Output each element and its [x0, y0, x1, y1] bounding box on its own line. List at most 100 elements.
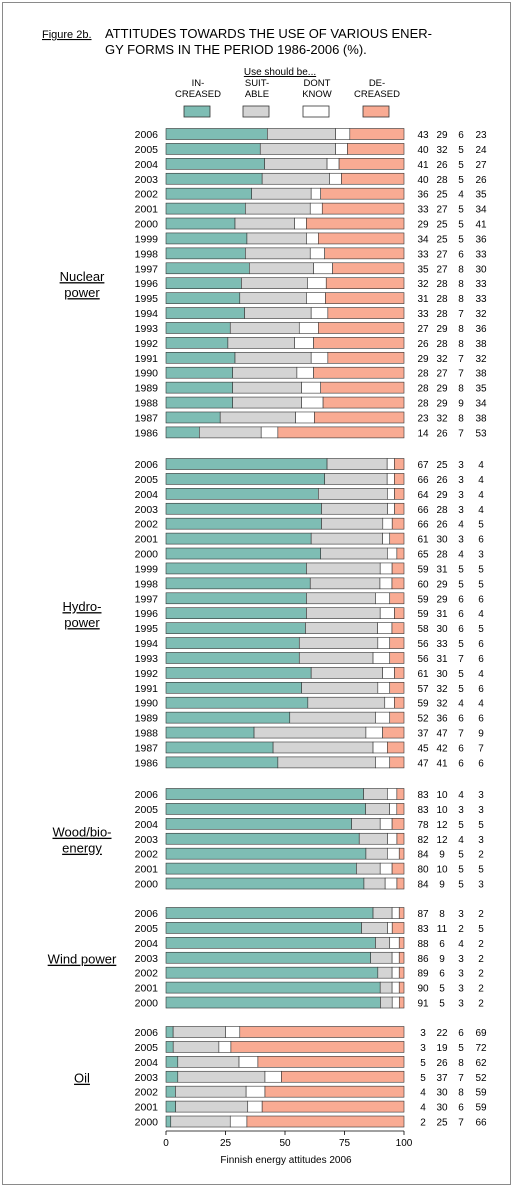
bar-segment-decreased [398, 981, 405, 994]
value-label-suitable: 27 [436, 205, 448, 216]
value-label-suitable: 29 [436, 490, 448, 501]
bar-row: 2005 83 11 2 5 [135, 922, 484, 935]
bar-segment-suitable [244, 307, 312, 319]
value-label-decreased: 38 [475, 413, 487, 424]
value-label-dont-know: 5 [458, 234, 464, 245]
bar-segment-increased [165, 966, 379, 979]
bar-segment-decreased [325, 277, 405, 290]
value-label-dont-know: 4 [458, 939, 464, 950]
bar-segment-suitable [298, 652, 374, 664]
bar-segment-dont-know [245, 1085, 266, 1098]
value-label-suitable: 27 [436, 249, 448, 260]
legend-label-dont-know: KNOW [302, 89, 332, 100]
group-label: power [64, 615, 100, 630]
value-label-dont-know: 7 [458, 1118, 464, 1129]
value-label-decreased: 6 [478, 684, 484, 695]
value-label-dont-know: 7 [458, 729, 464, 740]
bar-segment-suitable [363, 877, 386, 890]
value-label-increased: 14 [417, 428, 429, 439]
value-label-dont-know: 4 [458, 835, 464, 846]
bar-segment-suitable [365, 847, 388, 860]
value-label-increased: 59 [417, 699, 429, 710]
value-label-increased: 89 [417, 969, 429, 980]
value-label-increased: 34 [417, 234, 429, 245]
bar-segment-dont-know [387, 788, 398, 800]
value-label-decreased: 35 [475, 384, 487, 395]
bar-segment-dont-know [391, 981, 400, 994]
bar-segment-suitable [241, 277, 308, 290]
value-label-suitable: 12 [436, 835, 448, 846]
group-label: Wind power [48, 952, 117, 967]
value-label-dont-know: 3 [458, 460, 464, 471]
bar-segment-dont-know [294, 337, 314, 349]
value-label-increased: 4 [420, 1103, 426, 1114]
bar-segment-suitable [370, 951, 393, 964]
value-label-suitable: 9 [439, 880, 445, 891]
year-label: 1993 [135, 653, 159, 665]
bar-segment-dont-know [313, 262, 333, 275]
year-label: 2004 [135, 819, 159, 831]
bar-segment-increased [165, 396, 233, 409]
bar-segment-decreased [398, 937, 405, 949]
bar-segment-decreased [389, 532, 405, 545]
value-label-increased: 3 [420, 1043, 426, 1054]
value-label-increased: 84 [417, 850, 429, 861]
bar-segment-decreased [396, 877, 405, 890]
bar-segment-decreased [324, 247, 405, 260]
group-label: power [64, 285, 100, 300]
bar-segment-dont-know [306, 292, 326, 304]
value-label-increased: 2 [420, 1118, 426, 1129]
bar-segment-decreased [389, 711, 405, 724]
bar-segment-suitable [232, 366, 298, 379]
value-label-suitable: 9 [439, 850, 445, 861]
bar-row: 2001 80 10 5 5 [135, 862, 484, 876]
bar-row: 2005 66 26 3 4 [135, 473, 484, 486]
value-label-suitable: 29 [436, 384, 448, 395]
value-label-dont-know: 7 [458, 428, 464, 439]
bar-row: 1986 14 26 7 53 [135, 426, 487, 439]
bar-segment-dont-know [391, 966, 400, 979]
bar-segment-suitable [363, 788, 388, 800]
year-label: 2004 [135, 1057, 159, 1069]
bar-segment-suitable [321, 517, 384, 530]
value-label-dont-know: 7 [458, 369, 464, 380]
value-label-increased: 78 [417, 820, 429, 831]
bar-row: 2006 3 22 6 69 [135, 1026, 487, 1039]
bar-segment-decreased [261, 1100, 405, 1113]
bar-segment-decreased [389, 637, 405, 649]
bar-segment-suitable [177, 1070, 266, 1083]
bar-segment-dont-know [306, 232, 319, 245]
bar-segment-increased [165, 217, 236, 230]
value-label-increased: 28 [417, 384, 429, 395]
bar-segment-dont-know [379, 562, 393, 575]
bar-row: 2002 84 9 5 2 [135, 847, 484, 861]
value-label-dont-know: 6 [458, 714, 464, 725]
value-label-decreased: 6 [478, 714, 484, 725]
value-label-decreased: 6 [478, 654, 484, 665]
value-label-dont-know: 8 [458, 294, 464, 305]
value-label-dont-know: 5 [458, 220, 464, 231]
bar-row: 1996 59 31 6 4 [135, 607, 484, 620]
bar-segment-increased [165, 681, 302, 694]
value-label-suitable: 26 [436, 160, 448, 171]
bar-segment-dont-know [375, 711, 391, 724]
bar-row: 2000 29 25 5 41 [135, 217, 487, 231]
bar-row: 2002 4 30 8 59 [135, 1085, 487, 1099]
value-label-suitable: 27 [436, 264, 448, 275]
bar-segment-dont-know [229, 1115, 248, 1128]
bar-segment-suitable [324, 473, 388, 485]
year-label: 1986 [135, 427, 159, 439]
bar-row: 1992 26 28 8 38 [135, 337, 487, 350]
year-label: 2002 [135, 849, 159, 861]
bar-row: 1987 23 32 8 38 [135, 411, 487, 424]
value-label-dont-know: 8 [458, 1088, 464, 1099]
year-label: 1989 [135, 713, 159, 725]
value-label-increased: 91 [417, 999, 429, 1010]
value-label-suitable: 31 [436, 564, 448, 575]
bar-segment-decreased [318, 322, 405, 334]
bar-segment-decreased [320, 187, 405, 200]
bar-segment-suitable [245, 247, 311, 260]
bar-row: 2000 91 5 3 2 [135, 996, 484, 1010]
bar-segment-suitable [172, 1026, 226, 1038]
